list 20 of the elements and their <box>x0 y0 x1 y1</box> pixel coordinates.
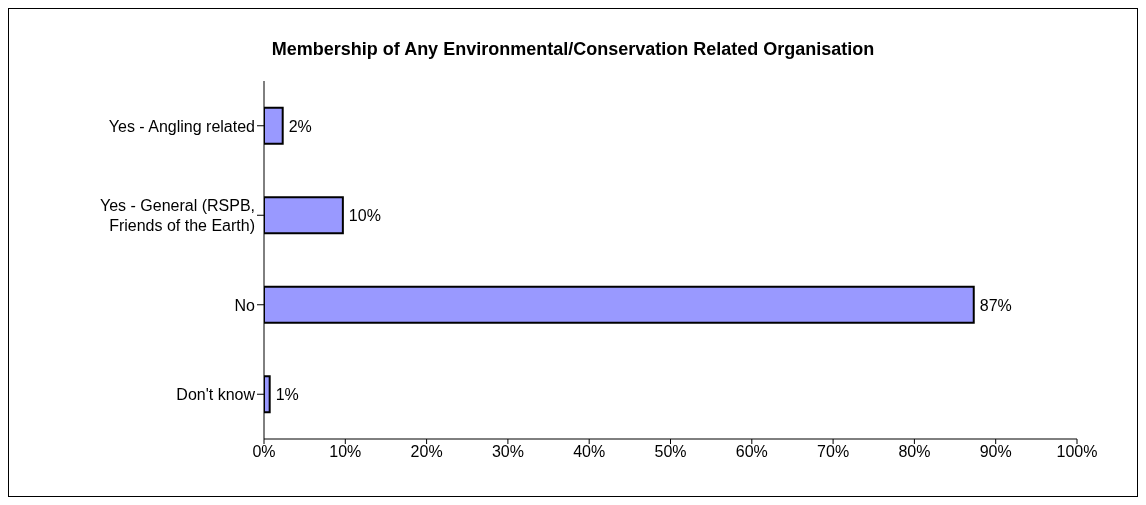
y-tick-label: Yes - Angling related <box>108 117 255 135</box>
y-tick-label: Yes - General (RSPB, Friends of the Earth) <box>99 196 255 234</box>
x-tick-label: 0% <box>252 443 276 461</box>
x-tick-label: 50% <box>654 443 687 461</box>
x-tick-label: 10% <box>329 443 362 461</box>
data-label: 10% <box>348 207 381 225</box>
data-label: 1% <box>275 386 299 404</box>
y-tick-label: No <box>234 296 256 314</box>
x-tick-label: 70% <box>817 443 850 461</box>
x-tick-label: 60% <box>735 443 768 461</box>
x-tick-label: 40% <box>573 443 606 461</box>
y-tick-label: Don't know <box>176 385 256 403</box>
x-tick-label: 20% <box>410 443 443 461</box>
data-label: 2% <box>288 117 312 135</box>
x-tick-label: 90% <box>979 443 1012 461</box>
x-tick-label: 30% <box>491 443 524 461</box>
x-tick-label: 80% <box>898 443 931 461</box>
chart-title: Membership of Any Environmental/Conservation Related Organisation <box>270 39 876 61</box>
data-label: 87% <box>979 296 1012 314</box>
x-tick-label: 100% <box>1056 443 1098 461</box>
